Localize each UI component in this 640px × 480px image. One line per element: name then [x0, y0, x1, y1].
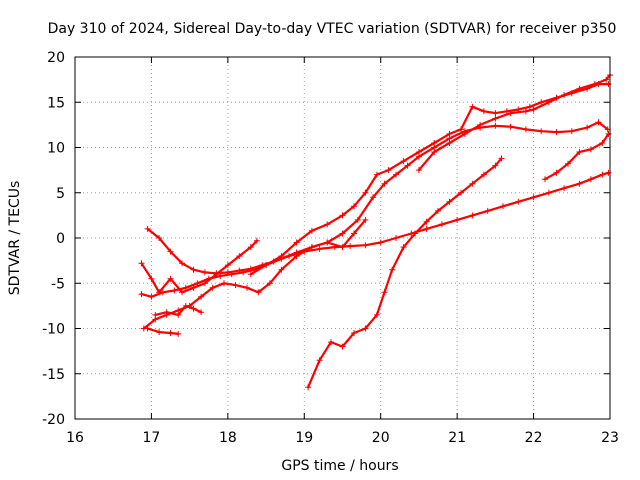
- series-1: [144, 169, 612, 277]
- y-tick-label: 0: [56, 231, 65, 247]
- y-tick-label: -15: [42, 367, 65, 383]
- series-line: [146, 327, 180, 335]
- x-tick-label: 17: [143, 430, 161, 446]
- plus-markers: [152, 302, 205, 318]
- series-line: [146, 171, 610, 275]
- plus-markers: [144, 169, 612, 277]
- y-tick-label: -10: [42, 322, 65, 338]
- y-tick-label: -20: [42, 412, 65, 428]
- y-tick-label: 20: [47, 50, 65, 66]
- series-8: [305, 155, 505, 391]
- y-tick-label: 5: [56, 186, 65, 202]
- axes: 16 17 18 19 20 21 22 23 -20 -15 -10 -5 0 5 10 15 20: [42, 50, 619, 446]
- x-tick-label: 19: [295, 430, 313, 446]
- series-line: [307, 157, 503, 389]
- series-line: [140, 239, 258, 294]
- x-tick-label: 20: [372, 430, 390, 446]
- y-tick-label: 10: [47, 141, 65, 157]
- series-2: [138, 237, 260, 296]
- plus-markers: [138, 237, 260, 296]
- series-10: [542, 130, 612, 183]
- x-tick-label: 18: [219, 430, 237, 446]
- chart-title: Day 310 of 2024, Sidereal Day-to-day VTE…: [48, 21, 617, 37]
- y-tick-label: -5: [51, 276, 65, 292]
- plot-frame: [74, 56, 611, 420]
- x-tick-label: 22: [525, 430, 543, 446]
- series-6: [152, 302, 205, 318]
- series-7: [247, 81, 612, 278]
- series-5: [144, 325, 182, 337]
- plus-markers: [415, 72, 613, 174]
- series-9: [415, 72, 613, 174]
- data-series: [138, 72, 613, 391]
- x-tick-label: 23: [601, 430, 619, 446]
- x-axis-label: GPS time / hours: [281, 458, 398, 474]
- x-tick-label: 21: [448, 430, 466, 446]
- y-tick-label: 15: [47, 95, 65, 111]
- plus-markers: [542, 130, 612, 183]
- plus-markers: [247, 81, 612, 278]
- series-line: [140, 121, 609, 298]
- plus-markers: [305, 155, 505, 391]
- x-tick-label: 16: [66, 430, 84, 446]
- plus-markers: [144, 325, 182, 337]
- y-axis-label: SDTVAR / TECUs: [7, 181, 23, 296]
- series-line: [142, 218, 367, 330]
